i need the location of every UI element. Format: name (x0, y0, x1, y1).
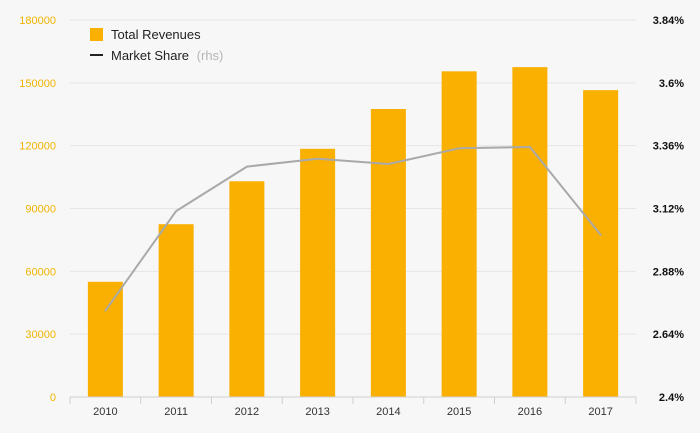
right-axis-tick-label: 3.6% (659, 78, 684, 90)
x-axis-tick-label: 2017 (588, 406, 612, 418)
x-axis-tick-label: 2016 (518, 406, 542, 418)
left-axis-ticks: 0 30000 60000 90000 120000 150000 180000 (19, 15, 56, 404)
left-axis-tick-label: 30000 (25, 329, 56, 341)
left-axis-tick-label: 180000 (19, 15, 56, 27)
x-axis-tick-label: 2013 (305, 406, 329, 418)
bar-total-revenues-2013 (300, 148, 336, 397)
legend-swatch-total-revenues (90, 28, 103, 41)
bar-total-revenues-2011 (158, 224, 194, 397)
left-axis-tick-label: 120000 (19, 141, 56, 153)
market-share-line (104, 146, 602, 312)
left-axis-tick-label: 150000 (19, 78, 56, 90)
market-share-line-group (104, 146, 602, 312)
bars (87, 67, 619, 398)
bar-total-revenues-2014 (370, 109, 406, 397)
right-axis-tick-label: 2.88% (653, 266, 684, 278)
x-axis-tick-label: 2012 (235, 406, 259, 418)
bar-total-revenues-2010 (87, 281, 123, 397)
legend-label-total-revenues: Total Revenues (111, 27, 201, 42)
right-axis-tick-label: 3.84% (653, 15, 684, 27)
right-axis-ticks: 2.4% 2.64% 2.88% 3.12% 3.36% 3.6% 3.84% (653, 15, 684, 404)
legend-label-market-share-group: Market Share (rhs) (111, 48, 223, 63)
left-axis-tick-label: 0 (50, 392, 56, 404)
bar-total-revenues-2017 (583, 90, 619, 398)
bar-total-revenues-2016 (512, 67, 548, 397)
x-axis-tick-label: 2010 (93, 406, 117, 418)
right-axis-tick-label: 3.12% (653, 204, 684, 216)
legend-label-market-share: Market Share (111, 48, 189, 63)
right-axis-tick-label: 2.4% (659, 392, 684, 404)
x-axis-ticks: 2010 2011 2012 2013 2014 2015 2016 2017 (93, 406, 613, 418)
grid-lines (70, 19, 636, 335)
left-axis-tick-label: 60000 (25, 266, 56, 278)
left-axis-tick-label: 90000 (25, 204, 56, 216)
x-axis (69, 396, 637, 404)
legend: Total Revenues Market Share (rhs) (90, 27, 223, 63)
x-axis-tick-label: 2014 (376, 406, 400, 418)
right-axis-tick-label: 2.64% (653, 329, 684, 341)
legend-label-market-share-suffix: (rhs) (197, 48, 224, 63)
bar-total-revenues-2015 (441, 71, 477, 397)
bar-total-revenues-2012 (229, 181, 265, 397)
x-axis-tick-label: 2011 (164, 406, 188, 418)
right-axis-tick-label: 3.36% (653, 141, 684, 153)
x-axis-tick-label: 2015 (447, 406, 471, 418)
